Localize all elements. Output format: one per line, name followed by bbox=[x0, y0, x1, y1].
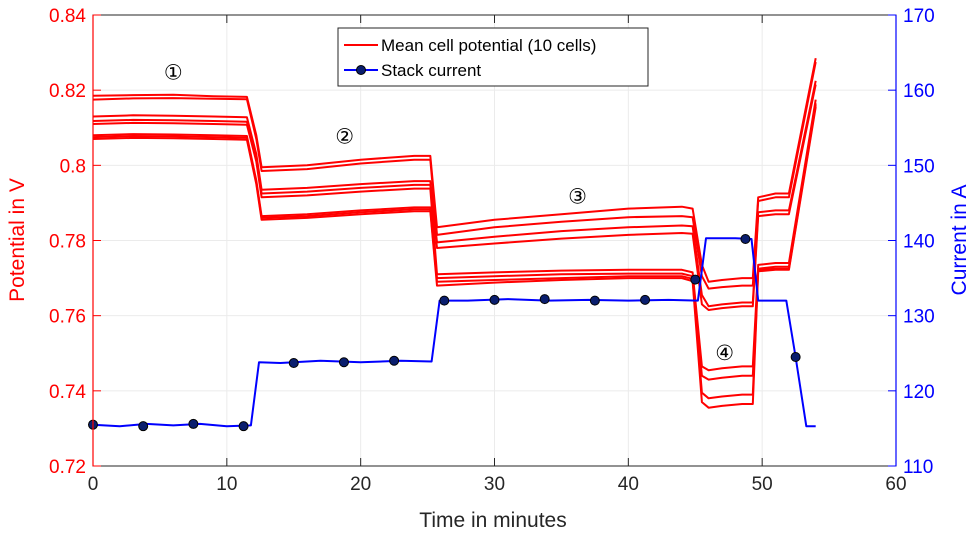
current-marker bbox=[238, 421, 249, 432]
y-left-tick-label: 0.74 bbox=[49, 382, 86, 403]
x-tick-label: 40 bbox=[618, 474, 639, 495]
current-marker bbox=[790, 352, 801, 363]
y-left-axis-ticks: 0.72 0.74 0.76 0.78 0.8 0.82 0.84 bbox=[49, 6, 101, 478]
step-annotation: ④ bbox=[715, 342, 734, 365]
current-marker bbox=[288, 358, 299, 369]
potential-line-8 bbox=[92, 106, 817, 409]
current-marker bbox=[138, 421, 149, 432]
potential-line-7 bbox=[92, 105, 817, 400]
current-marker bbox=[589, 295, 600, 306]
y-left-tick-label: 0.82 bbox=[49, 81, 86, 102]
y-right-tick-label: 130 bbox=[903, 307, 935, 328]
current-markers bbox=[88, 233, 801, 432]
legend-current-marker bbox=[356, 65, 366, 75]
y-left-tick-label: 0.8 bbox=[60, 156, 86, 177]
legend: Mean cell potential (10 cells) Stack cur… bbox=[337, 27, 649, 87]
potential-line-3 bbox=[92, 80, 817, 308]
x-tick-label: 10 bbox=[216, 474, 237, 495]
y-left-tick-label: 0.72 bbox=[49, 457, 86, 478]
current-marker bbox=[539, 294, 550, 305]
legend-current-label: Stack current bbox=[381, 61, 481, 80]
step-annotation: ② bbox=[335, 126, 354, 149]
y-right-tick-label: 140 bbox=[903, 232, 935, 253]
potential-line-2 bbox=[92, 61, 817, 290]
current-marker bbox=[740, 233, 751, 244]
potential-line-1 bbox=[92, 58, 817, 283]
y-right-axis-label: Current in A bbox=[948, 185, 971, 296]
potential-line-5 bbox=[92, 99, 817, 372]
x-axis-label: Time in minutes bbox=[419, 509, 566, 532]
potential-series bbox=[92, 58, 817, 409]
x-tick-label: 50 bbox=[752, 474, 773, 495]
y-right-tick-label: 150 bbox=[903, 156, 935, 177]
legend-box bbox=[337, 27, 649, 87]
step-annotation: ③ bbox=[568, 186, 587, 209]
current-series bbox=[92, 237, 816, 428]
y-right-tick-label: 120 bbox=[903, 382, 935, 403]
current-line bbox=[92, 237, 816, 428]
y-right-tick-label: 110 bbox=[903, 457, 933, 478]
y-left-axis-label: Potential in V bbox=[6, 178, 29, 302]
y-left-tick-label: 0.84 bbox=[49, 6, 86, 27]
current-marker bbox=[690, 274, 701, 285]
y-left-tick-label: 0.78 bbox=[49, 232, 86, 253]
step-annotation: ① bbox=[164, 62, 183, 85]
current-marker bbox=[439, 295, 450, 306]
current-marker bbox=[389, 355, 400, 366]
x-tick-label: 60 bbox=[885, 474, 906, 495]
y-right-tick-label: 160 bbox=[903, 81, 935, 102]
legend-potential-label: Mean cell potential (10 cells) bbox=[381, 36, 596, 55]
annotations: ① ② ③ ④ bbox=[164, 62, 734, 365]
y-left-tick-label: 0.76 bbox=[49, 307, 86, 328]
x-tick-label: 0 bbox=[88, 474, 99, 495]
x-tick-label: 20 bbox=[350, 474, 371, 495]
current-marker bbox=[338, 357, 349, 368]
x-axis-ticks: 0 10 20 30 40 50 60 bbox=[88, 15, 907, 495]
current-marker bbox=[188, 418, 199, 429]
current-marker bbox=[640, 294, 651, 305]
y-right-axis-ticks: 110 120 130 140 150 160 170 bbox=[888, 6, 935, 478]
y-right-tick-label: 170 bbox=[903, 6, 935, 27]
current-marker bbox=[489, 294, 500, 305]
x-tick-label: 30 bbox=[484, 474, 505, 495]
